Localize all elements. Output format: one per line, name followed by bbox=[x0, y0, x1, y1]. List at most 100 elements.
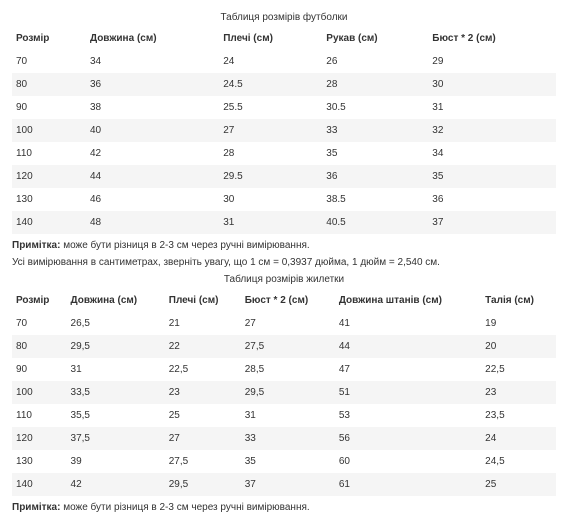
tshirt-cell: 110 bbox=[12, 142, 86, 165]
tshirt-col-4: Бюст * 2 (см) bbox=[428, 27, 556, 50]
note-1-text: може бути різниця в 2-3 см через ручні в… bbox=[60, 240, 309, 251]
tshirt-cell: 70 bbox=[12, 50, 86, 73]
tshirt-cell: 30 bbox=[428, 73, 556, 96]
vest-cell: 29,5 bbox=[241, 381, 335, 404]
tshirt-cell: 26 bbox=[322, 50, 428, 73]
vest-cell: 110 bbox=[12, 404, 67, 427]
tshirt-row: 130463038.536 bbox=[12, 188, 556, 211]
vest-row: 1404229,5376125 bbox=[12, 473, 556, 496]
vest-cell: 26,5 bbox=[67, 312, 165, 335]
vest-cell: 19 bbox=[481, 312, 556, 335]
tshirt-cell: 29.5 bbox=[219, 165, 322, 188]
tshirt-cell: 25.5 bbox=[219, 96, 322, 119]
vest-cell: 42 bbox=[67, 473, 165, 496]
vest-cell: 31 bbox=[67, 358, 165, 381]
tshirt-cell: 140 bbox=[12, 211, 86, 234]
vest-cell: 27 bbox=[165, 427, 241, 450]
vest-cell: 25 bbox=[165, 404, 241, 427]
vest-cell: 25 bbox=[481, 473, 556, 496]
vest-cell: 80 bbox=[12, 335, 67, 358]
tshirt-cell: 42 bbox=[86, 142, 219, 165]
vest-cell: 24 bbox=[481, 427, 556, 450]
vest-cell: 23 bbox=[481, 381, 556, 404]
vest-row: 8029,52227,54420 bbox=[12, 335, 556, 358]
vest-row: 10033,52329,55123 bbox=[12, 381, 556, 404]
tshirt-cell: 40.5 bbox=[322, 211, 428, 234]
tshirt-cell: 100 bbox=[12, 119, 86, 142]
vest-cell: 56 bbox=[335, 427, 481, 450]
tshirt-cell: 24.5 bbox=[219, 73, 322, 96]
vest-cell: 27 bbox=[241, 312, 335, 335]
vest-cell: 20 bbox=[481, 335, 556, 358]
note-2-text: може бути різниця в 2-3 см через ручні в… bbox=[60, 502, 309, 513]
note-2-label: Примітка: bbox=[12, 502, 60, 513]
note-1-label: Примітка: bbox=[12, 240, 60, 251]
tshirt-row: 10040273332 bbox=[12, 119, 556, 142]
vest-cell: 61 bbox=[335, 473, 481, 496]
vest-cell: 130 bbox=[12, 450, 67, 473]
vest-cell: 37,5 bbox=[67, 427, 165, 450]
vest-cell: 28,5 bbox=[241, 358, 335, 381]
vest-cell: 70 bbox=[12, 312, 67, 335]
vest-cell: 22,5 bbox=[165, 358, 241, 381]
vest-cell: 33 bbox=[241, 427, 335, 450]
vest-row: 11035,525315323,5 bbox=[12, 404, 556, 427]
tshirt-cell: 35 bbox=[428, 165, 556, 188]
tshirt-cell: 32 bbox=[428, 119, 556, 142]
vest-cell: 35,5 bbox=[67, 404, 165, 427]
tshirt-row: 903825.530.531 bbox=[12, 96, 556, 119]
tshirt-header-row: Розмір Довжина (см) Плечі (см) Рукав (см… bbox=[12, 27, 556, 50]
tshirt-cell: 24 bbox=[219, 50, 322, 73]
tshirt-title: Таблиця розмірів футболки bbox=[12, 12, 556, 23]
vest-header-row: Розмір Довжина (см) Плечі (см) Бюст * 2 … bbox=[12, 289, 556, 312]
vest-size-table: Розмір Довжина (см) Плечі (см) Бюст * 2 … bbox=[12, 289, 556, 496]
vest-cell: 27,5 bbox=[241, 335, 335, 358]
tshirt-cell: 29 bbox=[428, 50, 556, 73]
vest-col-3: Бюст * 2 (см) bbox=[241, 289, 335, 312]
tshirt-cell: 36 bbox=[86, 73, 219, 96]
tshirt-cell: 38 bbox=[86, 96, 219, 119]
note-1: Примітка: може бути різниця в 2-3 см чер… bbox=[12, 240, 556, 251]
vest-cell: 29,5 bbox=[165, 473, 241, 496]
vest-cell: 21 bbox=[165, 312, 241, 335]
tshirt-cell: 130 bbox=[12, 188, 86, 211]
tshirt-row: 140483140.537 bbox=[12, 211, 556, 234]
tshirt-cell: 44 bbox=[86, 165, 219, 188]
vest-title: Таблиця розмірів жилетки bbox=[12, 274, 556, 285]
vest-cell: 47 bbox=[335, 358, 481, 381]
vest-cell: 90 bbox=[12, 358, 67, 381]
vest-cell: 23 bbox=[165, 381, 241, 404]
tshirt-cell: 34 bbox=[86, 50, 219, 73]
vest-col-2: Плечі (см) bbox=[165, 289, 241, 312]
vest-col-1: Довжина (см) bbox=[67, 289, 165, 312]
tshirt-cell: 31 bbox=[428, 96, 556, 119]
vest-cell: 140 bbox=[12, 473, 67, 496]
tshirt-row: 7034242629 bbox=[12, 50, 556, 73]
tshirt-cell: 31 bbox=[219, 211, 322, 234]
tshirt-cell: 28 bbox=[322, 73, 428, 96]
vest-cell: 23,5 bbox=[481, 404, 556, 427]
tshirt-cell: 35 bbox=[322, 142, 428, 165]
tshirt-cell: 28 bbox=[219, 142, 322, 165]
vest-cell: 39 bbox=[67, 450, 165, 473]
tshirt-col-1: Довжина (см) bbox=[86, 27, 219, 50]
vest-cell: 33,5 bbox=[67, 381, 165, 404]
vest-col-4: Довжина штанів (см) bbox=[335, 289, 481, 312]
tshirt-cell: 30.5 bbox=[322, 96, 428, 119]
note-2: Примітка: може бути різниця в 2-3 см чер… bbox=[12, 502, 556, 513]
tshirt-cell: 38.5 bbox=[322, 188, 428, 211]
tshirt-cell: 27 bbox=[219, 119, 322, 142]
vest-cell: 53 bbox=[335, 404, 481, 427]
tshirt-row: 803624.52830 bbox=[12, 73, 556, 96]
measurement-info: Усі вимірювання в сантиметрах, зверніть … bbox=[12, 257, 556, 268]
vest-cell: 22 bbox=[165, 335, 241, 358]
vest-cell: 31 bbox=[241, 404, 335, 427]
vest-row: 1303927,5356024,5 bbox=[12, 450, 556, 473]
vest-cell: 27,5 bbox=[165, 450, 241, 473]
vest-cell: 37 bbox=[241, 473, 335, 496]
tshirt-cell: 90 bbox=[12, 96, 86, 119]
tshirt-cell: 34 bbox=[428, 142, 556, 165]
vest-cell: 41 bbox=[335, 312, 481, 335]
tshirt-cell: 120 bbox=[12, 165, 86, 188]
vest-cell: 22,5 bbox=[481, 358, 556, 381]
